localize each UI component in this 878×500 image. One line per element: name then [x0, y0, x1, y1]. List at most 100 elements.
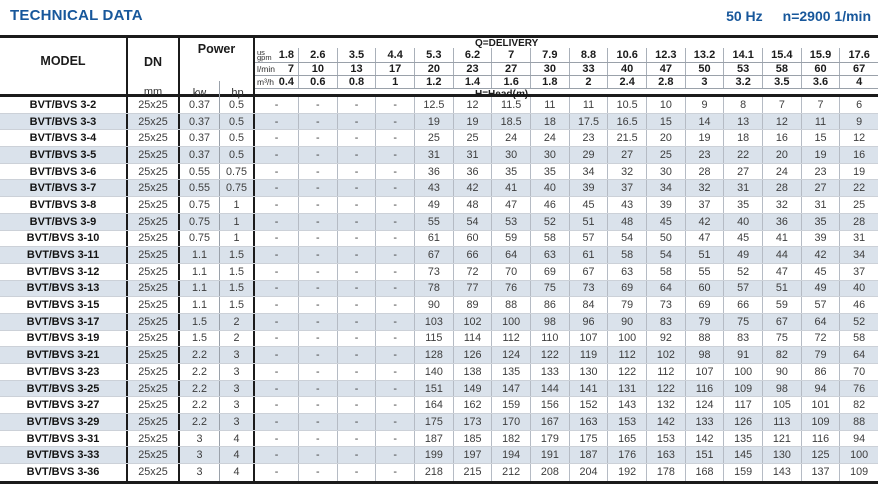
head-cell: -	[375, 280, 414, 297]
dn-unit-label: mm	[143, 86, 163, 98]
head-cell: 113	[762, 414, 801, 430]
head-cell: 168	[684, 464, 724, 481]
model-cell: BVT/BVS 3-6	[0, 163, 128, 180]
head-cell: -	[375, 297, 414, 313]
flow-value: 30	[530, 63, 569, 75]
kw-cell: 1.1	[180, 247, 220, 263]
table-row: BVT/BVS 3-5 25x25 0.37 0.5- - - -31 31 30 30 29 27 2…	[0, 147, 878, 164]
head-cell: 100	[491, 313, 530, 330]
flow-value: 7	[491, 48, 530, 62]
flow-value: 2	[568, 76, 608, 88]
flow-value: 5.3	[414, 48, 453, 62]
head-cell: 58	[839, 330, 878, 347]
head-cell: 88	[684, 330, 724, 347]
head-cell: 114	[452, 330, 492, 347]
hp-cell: 1	[220, 230, 255, 247]
head-cell: 112	[646, 364, 685, 380]
flow-unit-row: m³/h 0.4 0.6 0.8 1 1.2 1.4 1.6 1.8 2 2.4 2.8 3 3.2 3.5…	[255, 76, 878, 89]
head-cell: 117	[723, 397, 762, 414]
head-cell: 145	[723, 447, 762, 464]
head-cell: 63	[530, 247, 569, 263]
model-cell: BVT/BVS 3-17	[0, 313, 128, 330]
table-body: BVT/BVS 3-2 25x25 0.37 0.5- - - -12.5 12 11.5 11 1…	[0, 97, 878, 484]
head-cell: 175	[414, 414, 453, 430]
kw-cell: 0.75	[180, 230, 220, 247]
model-cell: BVT/BVS 3-9	[0, 213, 128, 230]
flow-value: 17	[375, 63, 414, 75]
head-cell: 53	[491, 213, 530, 230]
head-cell: 126	[723, 414, 762, 430]
head-cell: 18	[530, 113, 569, 130]
head-cell: 25	[452, 130, 492, 147]
head-cell: -	[274, 399, 279, 412]
flow-unit-label: us gpm	[257, 49, 272, 61]
head-cell: 49	[800, 280, 840, 297]
head-cell: 133	[530, 364, 569, 380]
head-cell: 73	[646, 297, 685, 313]
head-cell: -	[336, 364, 376, 380]
head-cell: -	[336, 163, 376, 180]
model-cell: BVT/BVS 3-12	[0, 263, 128, 280]
head-cell: 187	[568, 447, 608, 464]
head-cell: 72	[800, 330, 840, 347]
head-cell: 18	[723, 130, 762, 147]
head-cell: 40	[530, 180, 569, 197]
head-cell: -	[298, 230, 337, 247]
model-cell: BVT/BVS 3-7	[0, 180, 128, 197]
head-cell: 151	[684, 447, 724, 464]
model-cell: BVT/BVS 3-15	[0, 297, 128, 313]
head-cell: -	[375, 180, 414, 197]
head-cell: -	[336, 347, 376, 363]
power-unit-hp: hp	[231, 87, 244, 99]
head-cell: 131	[607, 380, 646, 397]
head-cell: 49	[414, 197, 453, 213]
model-cell: BVT/BVS 3-3	[0, 113, 128, 130]
head-cell: 84	[568, 297, 608, 313]
flow-value: 1.6	[491, 76, 530, 88]
head-cell: 70	[839, 364, 878, 380]
head-cell: -	[274, 98, 279, 111]
head-cell: 47	[684, 230, 724, 247]
head-cell: 70	[491, 263, 530, 280]
flow-value: 2.4	[607, 76, 646, 88]
table-row: BVT/BVS 3-36 25x25 3 4- - - -218 215 212 208 204 19…	[0, 464, 878, 481]
kw-cell: 0.37	[180, 147, 220, 163]
head-cell: 27	[800, 180, 840, 197]
head-cell: 31	[800, 197, 840, 213]
hp-cell: 2	[220, 313, 255, 330]
head-cell: 10	[646, 97, 685, 113]
head-cell: -	[298, 213, 337, 230]
flow-value: 53	[723, 63, 762, 75]
head-cell: 107	[568, 330, 608, 347]
head-cell: 37	[839, 263, 878, 280]
power-units: kw hp	[180, 81, 253, 100]
head-cell: 25	[646, 147, 685, 163]
dn-cell: 25x25	[128, 447, 180, 464]
head-cell: 135	[491, 364, 530, 380]
head-cell: 55	[414, 213, 453, 230]
flow-value: 0.6	[298, 76, 337, 88]
table-row: BVT/BVS 3-33 25x25 3 4- - - -199 197 194 191 187 17…	[0, 447, 878, 465]
head-cell: 121	[762, 430, 801, 447]
flow-value: 15.9	[800, 48, 840, 62]
head-cell: 192	[607, 464, 646, 481]
head-cell: -	[336, 447, 376, 464]
model-cell: BVT/BVS 3-11	[0, 247, 128, 263]
dn-cell: 25x25	[128, 230, 180, 247]
flow-value: 60	[800, 63, 840, 75]
hp-cell: 0.5	[220, 97, 255, 113]
head-cell: 57	[568, 230, 608, 247]
head-cell: 28	[684, 163, 724, 180]
head-cell: 107	[684, 364, 724, 380]
head-cell: 28	[762, 180, 801, 197]
head-cell: 212	[491, 464, 530, 481]
head-cell: 94	[800, 380, 840, 397]
head-cell: 149	[452, 380, 492, 397]
flow-value: 13	[336, 63, 376, 75]
head-cell: 115	[414, 330, 453, 347]
head-cell: -	[336, 180, 376, 197]
head-cell: 64	[800, 313, 840, 330]
head-cell: 69	[607, 280, 646, 297]
head-cell: 42	[452, 180, 492, 197]
head-cell: 39	[646, 197, 685, 213]
